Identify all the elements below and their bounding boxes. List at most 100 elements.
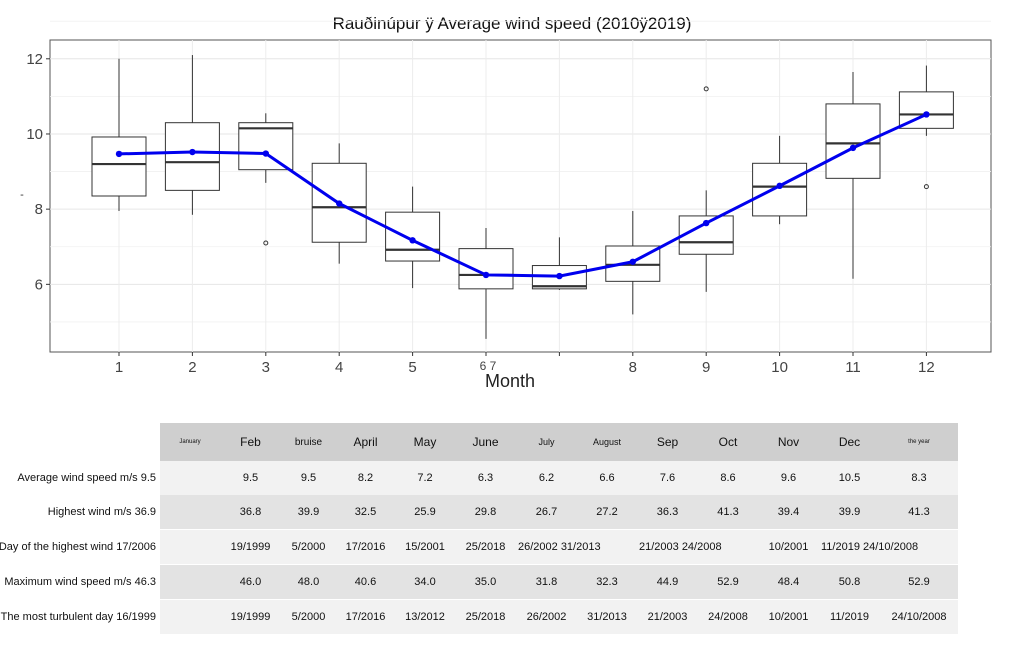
table-cell: 8.3 (911, 472, 927, 484)
table-cell: 46.0 (239, 576, 262, 588)
table-cell: 32.5 (354, 506, 377, 518)
table-cell: 9.5 (300, 472, 317, 484)
table-header-cell: Feb (220, 423, 281, 461)
row-background (160, 495, 958, 529)
table-cell: 31/2013 (587, 611, 627, 623)
table-cell: 19/1999 (230, 541, 271, 553)
outlier-point (923, 184, 929, 190)
wind-stats-table: January Feb bruise April May June July August Se… (0, 423, 1024, 667)
y-tick-label: 10 (26, 126, 43, 143)
table-cell: 8.2 (357, 472, 374, 484)
row-label-text: Day of the highest wind 17/2006 (0, 541, 156, 553)
mean-point (923, 111, 930, 118)
x-tick-label: 1 (115, 359, 123, 376)
table-header-cell: the year (880, 423, 958, 461)
mean-point (409, 237, 416, 244)
table-cell: 17/2016 (345, 541, 386, 553)
row-background (160, 600, 958, 634)
table-cell: 10/2001 (768, 611, 809, 623)
table-header-cell: Nov (758, 423, 819, 461)
table-header-cell: Dec (819, 423, 880, 461)
x-axis-label: Month (485, 371, 535, 391)
mean-point (189, 148, 196, 156)
box-iqr (385, 211, 441, 262)
mean-point (115, 150, 123, 158)
table-row: Highest wind m/s 36.9 36.8 39.9 32.5 25.9 29.… (0, 495, 960, 529)
box-iqr (91, 136, 147, 197)
table-cell: 32.3 (596, 576, 618, 588)
outlier-point (703, 86, 709, 92)
box-month-1 (91, 58, 147, 212)
x-tick-label: 3 (262, 359, 270, 376)
table-header-cell: July (516, 423, 577, 461)
table-cell: 39.4 (777, 506, 800, 518)
table-cell: 27.2 (596, 506, 618, 518)
table-cell: 35.0 (474, 576, 497, 588)
mean-point (776, 182, 783, 190)
table-cell: 50.8 (838, 576, 861, 588)
row-background (160, 565, 958, 599)
table-cell: 15/2001 (405, 541, 445, 553)
table-row: Average wind speed m/s 9.5 9.5 9.5 8.2 7.2 6.… (0, 461, 960, 495)
row-label-text: Maximum wind speed m/s 46.3 (4, 576, 156, 588)
table-cell: 26/2002 (526, 611, 567, 623)
y-axis-label: - (20, 189, 24, 201)
box-month-3 (238, 113, 294, 246)
table-cell: 7.2 (417, 472, 433, 484)
x-tick-label: 9 (702, 359, 710, 376)
row-label: Maximum wind speed m/s 46.3 (0, 565, 160, 599)
table-cell: 26/2002 31/2013 (518, 541, 601, 553)
table-cell: 24/10/2008 (891, 611, 947, 623)
table-cell: 11/2019 (830, 611, 869, 623)
outlier-point (263, 240, 269, 246)
table-cell: 6.2 (538, 472, 555, 484)
mean-point (262, 150, 269, 157)
row-background (160, 461, 958, 495)
y-tick-label: 12 (26, 51, 43, 68)
table-cell: 36.3 (656, 506, 679, 518)
table-cell: 26.7 (535, 506, 558, 518)
row-label: Day of the highest wind 17/2006 (0, 530, 160, 564)
table-cell: 5/2000 (291, 541, 326, 553)
x-tick-label: 6 7 (480, 359, 497, 373)
box-iqr (825, 103, 881, 179)
row-label-text: The most turbulent day 16/1999 (0, 611, 156, 623)
x-tick-label: 5 (408, 359, 416, 376)
box-iqr (164, 122, 220, 191)
table-row: Day of the highest wind 17/2006 19/1999 5/… (0, 530, 960, 564)
mean-point (482, 271, 490, 279)
table-cell: 48.4 (777, 576, 800, 588)
table-cell: 48.0 (297, 576, 320, 588)
table-header-cell: April (336, 423, 395, 461)
table-cell: 25/2018 (465, 611, 506, 623)
table-header-cell: August (577, 423, 637, 461)
x-tick-label: 8 (629, 359, 637, 376)
table-cell: 17/2016 (345, 611, 386, 623)
box-month-2 (164, 55, 220, 215)
box-month-6 (458, 227, 514, 339)
row-background (160, 530, 958, 564)
mean-line (118, 113, 928, 278)
box-iqr (752, 162, 808, 217)
table-cell: 25.9 (414, 506, 436, 518)
table-cell: 34.0 (414, 576, 436, 588)
table-header-cell: January (160, 423, 220, 461)
mean-point (336, 200, 343, 207)
mean-point (556, 272, 563, 280)
table-cell: 6.6 (599, 472, 615, 484)
chart-title: Rauðinúpur ÿ Average wind speed (2010ÿ20… (332, 14, 692, 33)
table-row: Maximum wind speed m/s 46.3 46.0 48.0 40.6 3… (0, 565, 960, 599)
table-cell: 24/2008 (708, 611, 748, 623)
table-cell: 39.9 (838, 506, 861, 518)
table-cell: 5/2000 (291, 611, 326, 623)
x-tick-label: 10 (771, 359, 788, 376)
row-label: Highest wind m/s 36.9 (0, 495, 160, 529)
table-cell: 8.6 (720, 472, 736, 484)
mean-point (629, 258, 636, 265)
table-cell: 41.3 (908, 506, 930, 518)
row-label: The most turbulent day 16/1999 (0, 600, 160, 634)
table-cell: 11/2019 24/10/2008 (821, 541, 919, 553)
table-cell: 13/2012 (405, 611, 445, 623)
box-iqr (238, 122, 294, 171)
